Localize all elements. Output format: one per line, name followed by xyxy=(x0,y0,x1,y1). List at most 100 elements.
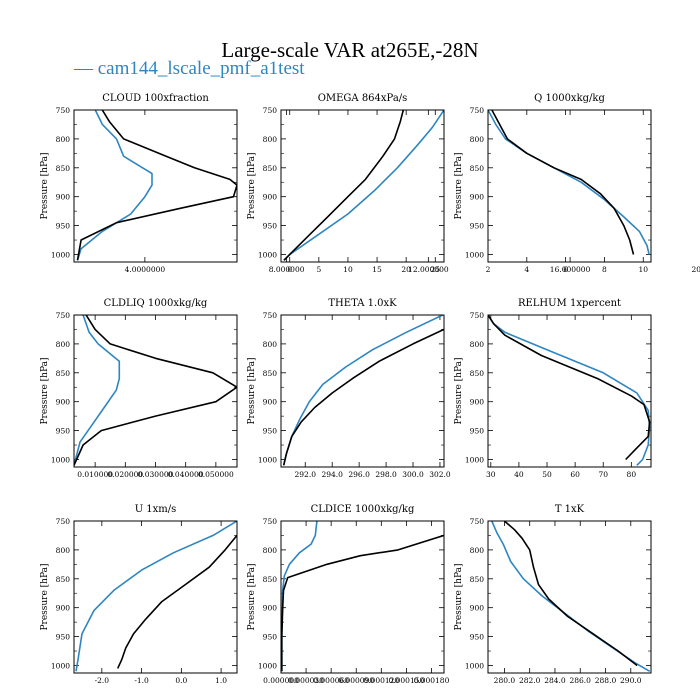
y-tick-label: 800 xyxy=(263,340,278,349)
x-tick-label: 2 xyxy=(486,265,491,274)
panel-title: CLOUD 100xfraction xyxy=(102,93,209,104)
y-tick-label: 850 xyxy=(56,575,71,584)
y-tick-label: 1000 xyxy=(51,250,70,259)
x-tick-label: 0.000030 xyxy=(288,676,324,685)
x-tick-label: 290.0 xyxy=(620,676,642,685)
y-tick-label: 950 xyxy=(470,427,485,436)
panel-8: CLDICE 1000xkg/kg 750 800 850 900 950 1000 Pres… xyxy=(247,504,450,685)
x-tick-label: 25 xyxy=(430,265,440,274)
x-tick-label: 15 xyxy=(372,265,382,274)
x-tick-label: 12.000000 xyxy=(408,265,449,274)
panel-title: THETA 1.0xK xyxy=(328,298,397,309)
panel-9: T 1xK 750 800 850 900 950 1000 Pressure [hPa] 28… xyxy=(454,504,652,685)
y-tick-label: 900 xyxy=(56,193,71,202)
y-tick-label: 750 xyxy=(263,311,278,320)
y-tick-label: 950 xyxy=(263,427,278,436)
y-tick-label: 850 xyxy=(470,369,485,378)
y-tick-label: 800 xyxy=(56,135,71,144)
panel-frame xyxy=(73,314,238,468)
x-tick-label: 4 xyxy=(524,265,529,274)
series-line-black xyxy=(281,534,444,672)
panel-frame xyxy=(280,109,445,263)
x-tick-label: 282.0 xyxy=(519,676,541,685)
series-line-blue xyxy=(283,110,444,261)
x-tick-label: 0.040000 xyxy=(168,470,204,479)
panel-7: U 1xm/s 750 800 850 900 950 1000 Pressure [hPa]… xyxy=(40,504,238,685)
y-tick-label: 800 xyxy=(263,546,278,555)
panel-frame xyxy=(73,520,238,674)
y-tick-label: 750 xyxy=(470,517,485,526)
y-tick-label: 850 xyxy=(263,369,278,378)
x-tick-label: 300.0 xyxy=(402,470,424,479)
y-axis-label: Pressure [hPa] xyxy=(40,357,50,424)
series-line-blue xyxy=(74,315,121,466)
panel-title: U 1xm/s xyxy=(135,504,177,515)
y-tick-label: 1000 xyxy=(51,455,70,464)
y-tick-label: 950 xyxy=(470,633,485,642)
panel-title: RELHUM 1xpercent xyxy=(518,298,621,309)
x-tick-label: 0 xyxy=(287,265,292,274)
series-line-black xyxy=(488,315,651,461)
y-tick-label: 900 xyxy=(263,398,278,407)
x-tick-label: 0.030000 xyxy=(138,470,174,479)
series-line-blue xyxy=(488,315,651,466)
x-tick-label: 294.0 xyxy=(321,470,343,479)
x-tick-label: 5 xyxy=(316,265,321,274)
y-tick-label: 850 xyxy=(263,575,278,584)
x-tick-label: 0.020000 xyxy=(107,470,143,479)
series-line-black xyxy=(116,534,237,669)
x-tick-label: 0.000150 xyxy=(388,676,424,685)
y-tick-label: 800 xyxy=(470,135,485,144)
figure-title: Large-scale VAR at265E,-28N xyxy=(221,38,479,62)
y-tick-label: 900 xyxy=(263,604,278,613)
x-tick-label: 0.000180 xyxy=(414,676,450,685)
series-line-black xyxy=(74,315,237,466)
series-line-black xyxy=(283,110,405,261)
y-tick-label: 900 xyxy=(470,193,485,202)
y-tick-label: 950 xyxy=(56,427,71,436)
y-tick-label: 750 xyxy=(470,106,485,115)
y-axis-label: Pressure [hPa] xyxy=(40,152,50,219)
y-axis-label: Pressure [hPa] xyxy=(247,357,257,424)
y-tick-label: 800 xyxy=(470,546,485,555)
y-tick-label: 1000 xyxy=(465,250,484,259)
y-tick-label: 800 xyxy=(56,546,71,555)
y-tick-label: 1000 xyxy=(51,661,70,670)
panel-2: OMEGA 864xPa/s 750 800 850 900 950 1000 Pressur… xyxy=(247,93,445,274)
panel-4: CLDLIQ 1000xkg/kg 750 800 850 900 950 1000 Pres… xyxy=(40,298,238,479)
x-tick-label: 0.050000 xyxy=(198,470,234,479)
y-tick-label: 950 xyxy=(470,222,485,231)
y-tick-label: 750 xyxy=(56,106,71,115)
x-tick-label: 280.0 xyxy=(494,676,516,685)
y-tick-label: 950 xyxy=(263,222,278,231)
y-tick-label: 900 xyxy=(470,398,485,407)
x-tick-label: 6 xyxy=(563,265,568,274)
series-line-blue xyxy=(282,315,444,466)
panel-3: Q 1000xkg/kg 750 800 850 900 950 1000 Pressure … xyxy=(454,93,652,274)
legend-label: cam144_lscale_pmf_a1test xyxy=(97,58,305,79)
x-tick-label: 0.0 xyxy=(175,676,187,685)
y-tick-label: 850 xyxy=(56,164,71,173)
panel-title: CLDLIQ 1000xkg/kg xyxy=(104,298,208,309)
panel-title: Q 1000xkg/kg xyxy=(534,93,605,104)
y-tick-label: 750 xyxy=(263,106,278,115)
y-tick-label: 900 xyxy=(263,193,278,202)
series-line-blue xyxy=(75,521,237,672)
x-tick-label: 288.0 xyxy=(595,676,617,685)
x-tick-label: 20.000000 xyxy=(692,265,700,274)
x-tick-label: 284.0 xyxy=(544,676,566,685)
y-tick-label: 850 xyxy=(470,575,485,584)
y-tick-label: 1000 xyxy=(465,455,484,464)
y-tick-label: 900 xyxy=(56,604,71,613)
x-tick-label: 0.000000 xyxy=(263,676,299,685)
series-line-black xyxy=(76,110,237,261)
x-tick-label: 0.000060 xyxy=(313,676,349,685)
x-tick-label: 70 xyxy=(598,470,608,479)
x-tick-label: 10 xyxy=(343,265,353,274)
y-axis-label: Pressure [hPa] xyxy=(247,152,257,219)
x-tick-label: 0.000090 xyxy=(338,676,374,685)
x-tick-label: 20 xyxy=(401,265,411,274)
y-tick-label: 950 xyxy=(56,222,71,231)
panel-title: OMEGA 864xPa/s xyxy=(318,93,408,104)
